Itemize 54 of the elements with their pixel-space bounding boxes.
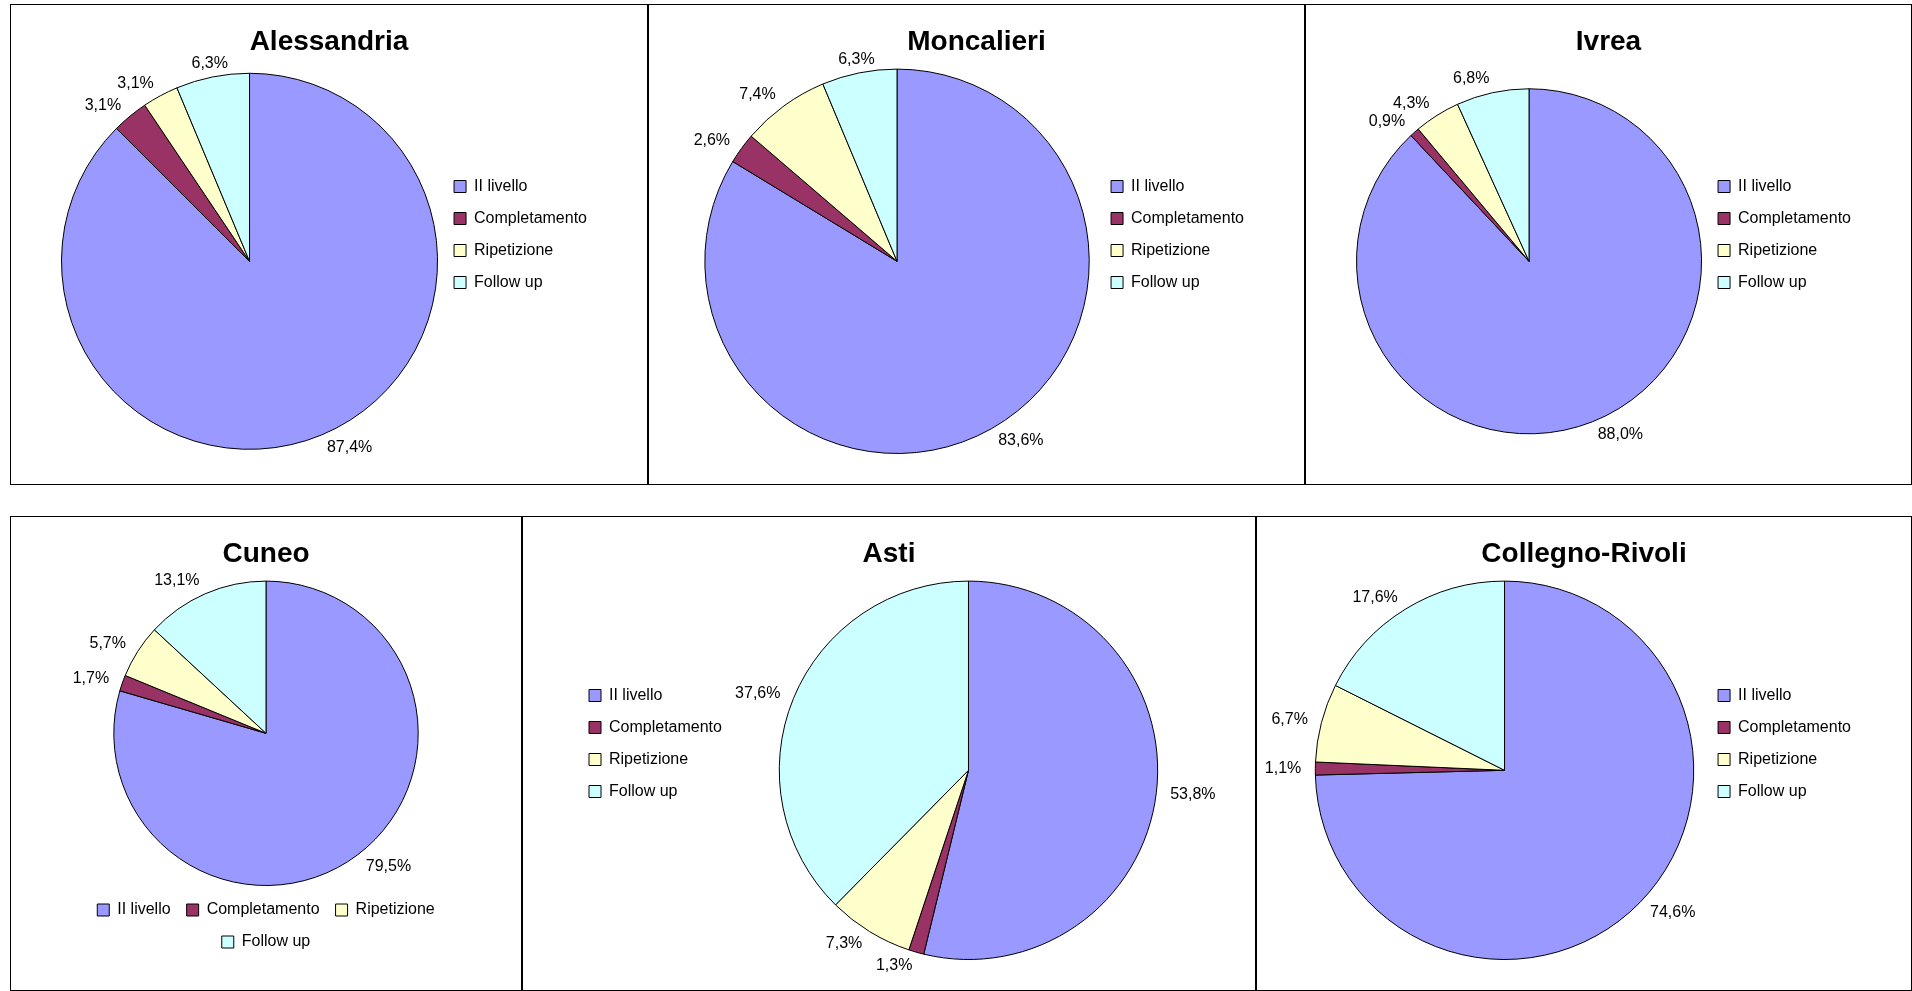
data-label: 6,3% <box>191 53 228 71</box>
chart-title: Alessandria <box>249 24 409 56</box>
legend-label: Ripetizione <box>1131 240 1211 258</box>
chart-title: Moncalieri <box>907 24 1046 56</box>
data-label: 5,7% <box>89 634 126 652</box>
legend-label: II livello <box>474 176 528 194</box>
chart-title: Ivrea <box>1575 24 1642 56</box>
legend-label: Ripetizione <box>1738 749 1818 767</box>
legend-label: Completamento <box>474 208 588 226</box>
legend-label: Completamento <box>609 717 723 735</box>
data-label: 83,6% <box>998 431 1044 449</box>
chart-title: Cuneo <box>222 536 310 568</box>
legend-label: Follow up <box>241 932 311 950</box>
legend-label: II livello <box>1738 685 1792 703</box>
data-label: 1,3% <box>875 956 913 974</box>
legend-label: Follow up <box>1738 272 1807 290</box>
data-label: 7,3% <box>825 933 863 951</box>
legend-label: Ripetizione <box>609 749 689 767</box>
legend-label: II livello <box>1131 176 1185 194</box>
data-label: 6,3% <box>838 49 875 67</box>
legend-label: Completamento <box>1738 208 1852 226</box>
chart-title: Asti <box>862 536 916 568</box>
legend-label: II livello <box>1738 176 1792 194</box>
legend-label: Ripetizione <box>355 900 435 918</box>
legend-label: Ripetizione <box>474 240 554 258</box>
data-label: 53,8% <box>1170 784 1216 802</box>
legend-label: Completamento <box>206 900 320 918</box>
data-label: 1,7% <box>72 668 110 686</box>
legend-label: Completamento <box>1131 208 1245 226</box>
legend-label: Follow up <box>474 272 543 290</box>
legend-label: Completamento <box>1738 717 1852 735</box>
data-label: 0,9% <box>1368 112 1406 130</box>
data-label: 79,5% <box>365 856 412 874</box>
legend-label: Ripetizione <box>1738 240 1818 258</box>
legend-label: Follow up <box>1738 781 1807 799</box>
legend-label: II livello <box>609 685 663 703</box>
legend-label: Follow up <box>609 781 678 799</box>
data-label: 37,6% <box>735 683 781 701</box>
data-label: 7,4% <box>739 84 776 102</box>
legend-label: II livello <box>117 900 171 918</box>
data-label: 2,6% <box>693 130 731 148</box>
data-label: 17,6% <box>1352 587 1398 605</box>
data-label: 3,1% <box>117 73 154 91</box>
data-label: 4,3% <box>1393 93 1430 111</box>
data-label: 87,4% <box>326 438 373 456</box>
chart-title: Collegno-Rivoli <box>1481 536 1687 568</box>
data-label: 13,1% <box>154 571 200 589</box>
data-label: 88,0% <box>1597 425 1644 443</box>
data-label: 6,8% <box>1453 69 1490 87</box>
data-label: 6,7% <box>1271 709 1308 727</box>
legend-label: Follow up <box>1131 272 1200 290</box>
data-label: 1,1% <box>1264 758 1302 776</box>
data-label: 3,1% <box>84 95 122 113</box>
data-label: 74,6% <box>1650 902 1696 920</box>
